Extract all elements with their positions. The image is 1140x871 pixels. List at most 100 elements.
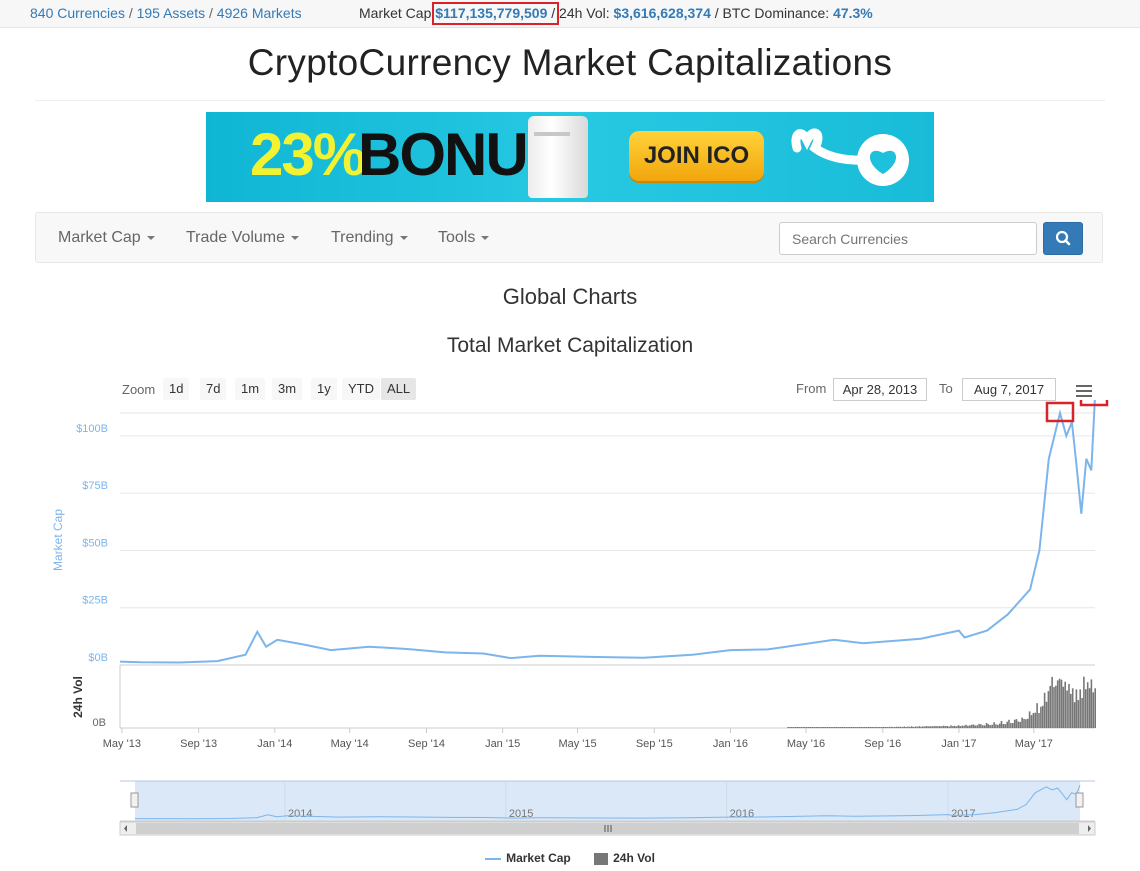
volume-bar: [1075, 689, 1078, 728]
navigator-right-handle[interactable]: [1075, 792, 1084, 808]
volume-bar: [822, 727, 825, 728]
volume-bar: [920, 726, 922, 728]
volume-bar: [905, 726, 907, 728]
legend-item-market-cap[interactable]: Market Cap: [485, 851, 571, 865]
volume-bar: [879, 727, 881, 728]
market-cap-value[interactable]: $117,135,779,509: [435, 5, 548, 21]
navigator-tick-label: 2014: [288, 808, 312, 820]
hamburger-menu-icon[interactable]: [1076, 384, 1092, 398]
volume-bar: [922, 726, 924, 728]
separator: /: [128, 5, 133, 21]
volume-bar: [880, 727, 883, 728]
volume-bar: [963, 725, 965, 728]
volume-bar: [830, 727, 832, 728]
scroll-left-icon[interactable]: [124, 825, 127, 832]
separator: /: [551, 5, 556, 21]
volume-bar: [1055, 685, 1057, 728]
y-tick-label: $75B: [82, 480, 108, 492]
volume-bar: [1064, 681, 1066, 728]
volume-bar: [953, 725, 956, 728]
search-currencies-input[interactable]: [779, 222, 1037, 255]
volume-bar: [925, 726, 928, 728]
zoom-all-button[interactable]: ALL: [381, 378, 417, 400]
markets-link[interactable]: 4926 Markets: [216, 5, 302, 21]
navigator-tick-label: 2017: [951, 808, 975, 820]
zoom-ytd-button[interactable]: YTD: [342, 378, 380, 400]
y-tick-label: $100B: [76, 423, 108, 435]
volume-bar: [1090, 679, 1093, 728]
volume-bar: [1066, 690, 1068, 728]
market-cap-label: Market Cap:: [359, 5, 436, 21]
volume-bar: [815, 727, 817, 728]
volume-bar: [970, 724, 973, 728]
zoom-3m-button[interactable]: 3m: [272, 378, 303, 400]
volume-bar: [998, 723, 1001, 728]
y-tick-label-volume: 0B: [93, 717, 106, 729]
volume-bar: [804, 727, 806, 728]
banner-product-image: [528, 116, 588, 198]
volume-bar: [895, 726, 898, 728]
volume-bar: [909, 726, 911, 728]
nav-tools-dropdown[interactable]: Tools: [438, 229, 490, 247]
volume-bar: [832, 727, 834, 728]
zoom-7d-button[interactable]: 7d: [200, 378, 227, 400]
x-tick-label: Sep '16: [864, 738, 901, 750]
volume-bar: [1030, 715, 1033, 728]
volume-bar: [1019, 721, 1022, 728]
volume-bar: [1040, 706, 1042, 728]
banner-join-button[interactable]: JOIN ICO: [629, 131, 764, 181]
volume-bar: [858, 727, 860, 728]
volume-bar: [862, 727, 864, 728]
to-date-input[interactable]: Aug 7, 2017: [962, 378, 1056, 401]
volume-bar: [959, 726, 962, 728]
navigator-selected-range[interactable]: [135, 781, 1080, 821]
currencies-link[interactable]: 840 Currencies: [30, 5, 125, 21]
navigator-left-handle[interactable]: [130, 792, 139, 808]
nav-trending-dropdown[interactable]: Trending: [331, 229, 408, 247]
volume-bar: [910, 726, 913, 728]
volume-bar: [869, 727, 872, 728]
volume-bar: [929, 726, 932, 728]
volume-bar: [828, 727, 831, 728]
volume-bar: [841, 727, 844, 728]
zoom-1m-button[interactable]: 1m: [235, 378, 266, 400]
market-cap-series-line[interactable]: [119, 400, 1096, 664]
legend-item-volume[interactable]: 24h Vol: [594, 851, 655, 865]
volume-bar: [912, 727, 915, 728]
volume-bar: [980, 724, 982, 728]
volume-bar: [1058, 678, 1061, 728]
zoom-1y-button[interactable]: 1y: [311, 378, 337, 400]
nav-market-cap-dropdown[interactable]: Market Cap: [58, 229, 155, 247]
nav-trade-volume-dropdown[interactable]: Trade Volume: [186, 229, 300, 247]
volume-bar: [860, 727, 862, 728]
market-cap-highlight-box: [432, 2, 559, 25]
volume-bar: [836, 727, 838, 728]
assets-link[interactable]: 195 Assets: [136, 5, 206, 21]
search-icon: [1055, 230, 1071, 246]
volume-bar: [918, 726, 920, 728]
search-button[interactable]: [1043, 222, 1083, 255]
volume-bar: [1034, 712, 1037, 728]
volume-bar: [1083, 676, 1085, 728]
volume-bar: [850, 727, 853, 728]
volume-bar: [824, 727, 827, 728]
volume-bar: [907, 726, 909, 728]
caret-down-icon: [399, 235, 408, 240]
volume-bar: [791, 727, 793, 728]
page-heading: Global Charts: [502, 284, 638, 309]
zoom-1d-button[interactable]: 1d: [163, 378, 190, 400]
volume-bar: [809, 727, 812, 728]
volume-bar: [871, 727, 874, 728]
volume-bar: [845, 727, 847, 728]
volume-bar: [865, 727, 868, 728]
volume-bar: [935, 726, 937, 728]
volume-bar: [1086, 682, 1089, 728]
x-tick-label: Jan '16: [713, 738, 748, 750]
scroll-right-icon[interactable]: [1088, 825, 1091, 832]
volume-bar: [940, 726, 943, 728]
ad-banner[interactable]: 23% BONUS JOIN ICO: [206, 112, 934, 202]
from-date-input[interactable]: Apr 28, 2013: [833, 378, 927, 401]
volume-bar: [877, 727, 879, 728]
volume-bar: [806, 727, 808, 728]
title-divider: [35, 100, 1105, 101]
